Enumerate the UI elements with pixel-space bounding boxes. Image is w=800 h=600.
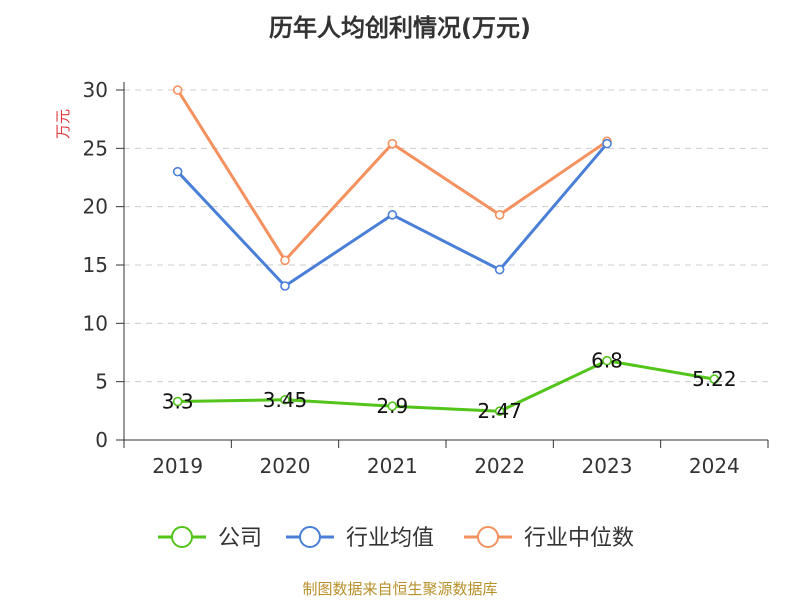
y-tick-label: 10	[83, 311, 108, 335]
legend-item-label: 行业均值	[346, 526, 434, 551]
y-tick-label: 25	[83, 136, 108, 160]
data-point	[602, 355, 612, 366]
data-point	[602, 138, 612, 149]
data-label: 2.9	[376, 394, 408, 418]
legend-item-label: 公司	[218, 526, 262, 551]
data-source-note: 制图数据来自恒生聚源数据库	[302, 580, 498, 598]
data-label: 3.3	[162, 390, 194, 414]
y-tick-label: 15	[83, 253, 108, 277]
series-line-0	[177, 359, 715, 413]
data-label: 3.45	[263, 388, 308, 412]
data-point	[280, 281, 290, 291]
data-point	[494, 264, 505, 275]
data-point	[494, 406, 505, 416]
data-point	[387, 138, 398, 149]
data-point	[172, 85, 183, 95]
data-point	[280, 394, 290, 405]
legend-swatch-marker	[171, 526, 193, 548]
x-tick-label: 2021	[367, 454, 418, 478]
data-label: 5.22	[692, 367, 737, 391]
y-tick-label: 5	[95, 370, 108, 394]
data-label: 6.8	[591, 349, 623, 373]
y-tick-label: 20	[83, 195, 108, 219]
data-point	[172, 396, 183, 407]
data-point	[280, 255, 290, 266]
data-point	[387, 401, 398, 411]
data-label: 2.47	[477, 399, 522, 423]
chart-title: 历年人均创利情况(万元)	[269, 14, 531, 42]
x-tick-label: 2022	[474, 454, 525, 478]
x-tick-label: 2020	[260, 454, 311, 478]
legend-swatch-marker	[477, 526, 499, 548]
legend-item-label: 行业中位数	[524, 526, 634, 551]
x-tick-label: 2019	[152, 454, 203, 478]
y-axis-label: 万元	[54, 109, 72, 139]
x-tick-label: 2023	[582, 454, 633, 478]
legend-swatch-marker	[299, 526, 321, 548]
data-point	[494, 210, 505, 220]
data-point	[709, 374, 720, 384]
data-point	[387, 210, 398, 220]
x-tick-label: 2024	[689, 454, 740, 478]
data-point	[172, 166, 183, 177]
series-line-2	[176, 89, 608, 262]
y-tick-label: 30	[83, 78, 108, 102]
y-tick-label: 0	[95, 428, 108, 452]
